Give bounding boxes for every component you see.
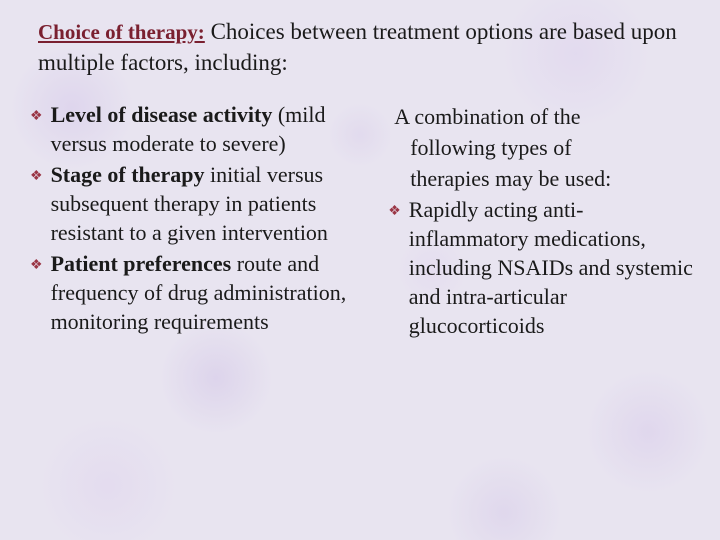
slide-heading: Choice of therapy: Choices between treat…	[24, 16, 696, 78]
list-item-text: Patient preferences route and frequency …	[51, 249, 371, 336]
list-item-text: Level of disease activity (mild versus m…	[51, 100, 371, 158]
left-column: ❖ Level of disease activity (mild versus…	[30, 100, 370, 342]
list-item: ❖ Level of disease activity (mild versus…	[30, 100, 370, 158]
intro-text: therapies may be used:	[388, 164, 696, 193]
diamond-bullet-icon: ❖	[388, 203, 401, 221]
content-columns: ❖ Level of disease activity (mild versus…	[24, 100, 696, 342]
intro-text: A combination of the	[388, 102, 696, 131]
list-item-text: Rapidly acting anti-inflammatory medicat…	[409, 195, 696, 340]
diamond-bullet-icon: ❖	[30, 257, 43, 275]
intro-text: following types of	[388, 133, 696, 162]
diamond-bullet-icon: ❖	[30, 108, 43, 126]
heading-lead: Choice of therapy:	[38, 20, 205, 44]
item-bold: Stage of therapy	[51, 162, 205, 187]
right-column: A combination of the following types of …	[388, 100, 696, 342]
list-item-text: Stage of therapy initial versus subseque…	[51, 160, 371, 247]
diamond-bullet-icon: ❖	[30, 168, 43, 186]
item-bold: Patient preferences	[51, 251, 232, 276]
list-item: ❖ Patient preferences route and frequenc…	[30, 249, 370, 336]
item-bold: Level of disease activity	[51, 102, 273, 127]
list-item: ❖ Rapidly acting anti-inflammatory medic…	[388, 195, 696, 340]
list-item: ❖ Stage of therapy initial versus subseq…	[30, 160, 370, 247]
